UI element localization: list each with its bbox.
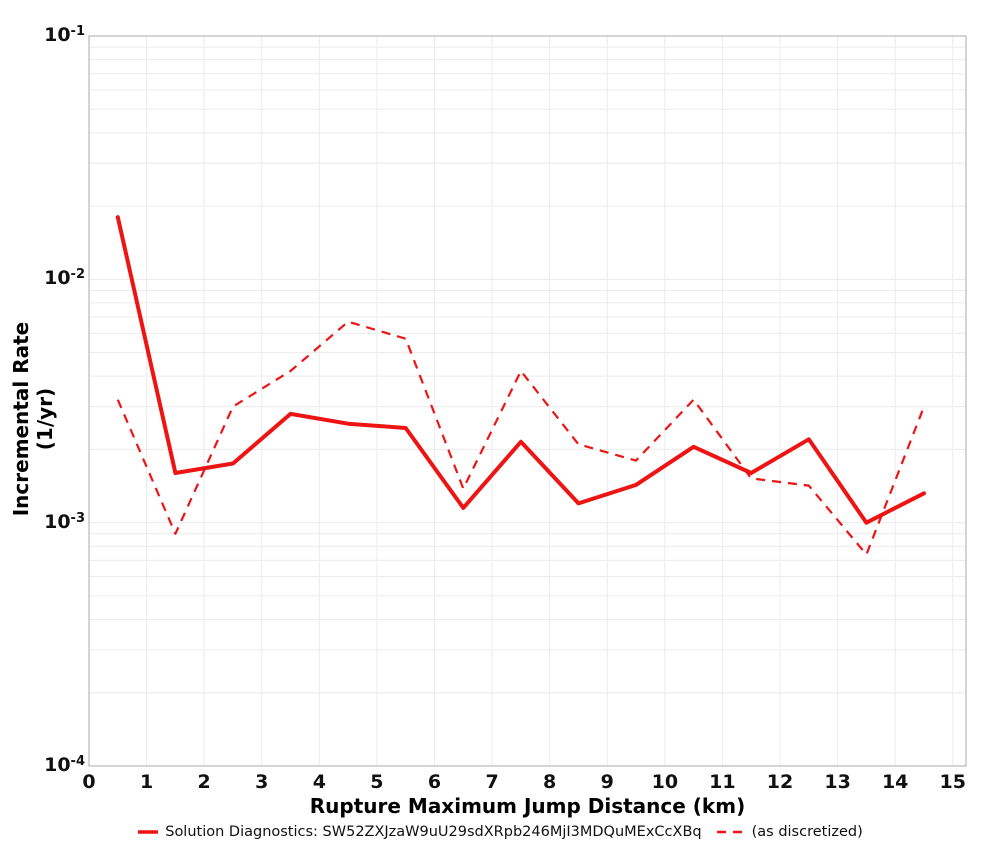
dashed-series-line <box>116 320 926 556</box>
y-tick-label: 10-2 <box>44 267 85 290</box>
solid-series-line <box>115 215 926 525</box>
legend: Solution Diagnostics: SW52ZXJzaW9uU29sdX… <box>0 824 1000 840</box>
x-tick-label: 10 <box>651 771 679 793</box>
y-tick-label: 10-3 <box>44 510 85 533</box>
legend-solid-line-icon <box>138 830 159 834</box>
legend-label-as-discretized: (as discretized) <box>751 824 863 840</box>
x-tick-label: 2 <box>197 771 211 793</box>
plot-border <box>88 35 967 767</box>
x-tick-label: 4 <box>312 771 326 793</box>
x-tick-label: 13 <box>824 771 851 793</box>
x-tick-label: 15 <box>939 771 966 793</box>
x-tick-label: 12 <box>766 771 794 793</box>
legend-label-solution-diagnostics: Solution Diagnostics: SW52ZXJzaW9uU29sdX… <box>165 824 702 840</box>
x-tick-label: 3 <box>255 771 269 793</box>
y-axis-title: Incremental Rate (1/yr) <box>9 321 57 517</box>
x-tick-label: 1 <box>139 771 154 793</box>
legend-dashed-line-icon <box>716 830 745 834</box>
x-tick-label: 7 <box>485 771 499 793</box>
y-tick-label: 10-4 <box>44 754 85 777</box>
y-tick-label: 10-1 <box>44 24 85 47</box>
x-tick-label: 6 <box>427 771 442 793</box>
x-tick-label: 11 <box>709 771 736 793</box>
x-tick-label: 8 <box>543 771 557 793</box>
x-tick-label: 0 <box>82 771 96 793</box>
data-series <box>115 215 926 556</box>
x-tick-label: 14 <box>881 771 909 793</box>
x-tick-label: 5 <box>370 771 384 793</box>
x-tick-label: 9 <box>600 771 614 793</box>
x-axis-title: Rupture Maximum Jump Distance (km) <box>309 794 746 818</box>
gridlines <box>89 36 966 766</box>
